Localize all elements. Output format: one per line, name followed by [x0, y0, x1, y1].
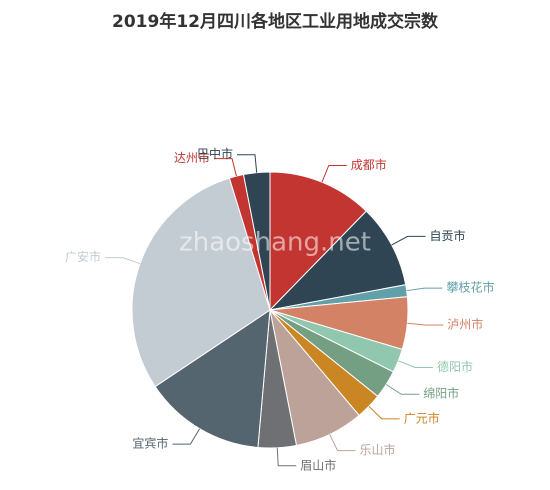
leader-line — [172, 428, 201, 445]
chart-title: 2019年12月四川各地区工业用地成交宗数 — [112, 11, 439, 32]
slice-label: 绵阳市 — [423, 386, 459, 401]
leader-line — [398, 360, 434, 368]
pie-slice — [131, 177, 271, 388]
leader-line — [407, 322, 444, 326]
slice-label: 广元市 — [404, 410, 440, 425]
leader-line — [391, 235, 426, 246]
leader-line — [105, 257, 141, 265]
leader-line — [385, 384, 420, 395]
leader-line — [406, 287, 443, 292]
pie-slice — [154, 309, 271, 449]
slice-label: 成都市 — [351, 157, 387, 172]
slice-label: 泸州市 — [447, 317, 483, 332]
leader-line — [329, 434, 356, 452]
leader-line — [236, 154, 258, 173]
pie-slice — [268, 210, 407, 311]
slice-label: 巴中市 — [197, 146, 233, 161]
slice-label: 宜宾市 — [132, 436, 168, 451]
leader-line — [321, 164, 347, 183]
leader-line — [368, 405, 400, 420]
slice-label: 德阳市 — [437, 359, 473, 374]
watermark: zhaoshang.net — [179, 228, 371, 258]
leader-line — [214, 158, 237, 177]
slice-label: 眉山市 — [300, 457, 336, 472]
leader-line — [276, 447, 297, 467]
slice-label: 达州市 — [174, 150, 210, 165]
pie-slice — [242, 171, 271, 311]
slice-label: 自贡市 — [430, 228, 466, 243]
pie-slice — [269, 171, 367, 312]
slice-label: 广安市 — [65, 249, 101, 264]
slice-label: 攀枝花市 — [446, 280, 494, 295]
slice-label: 乐山市 — [360, 442, 396, 457]
